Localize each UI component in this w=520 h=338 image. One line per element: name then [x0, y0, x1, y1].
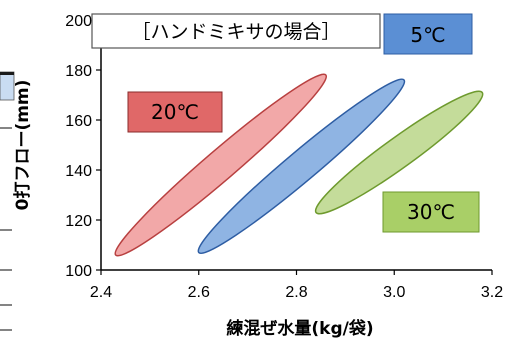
- x-tick-label: 2.8: [285, 284, 307, 301]
- y-tick-label: 160: [65, 113, 92, 130]
- series-label-20c-box: [127, 91, 223, 133]
- y-axis-label: 0打フロー(mm): [12, 80, 33, 211]
- x-tick-label: 3.0: [383, 284, 405, 301]
- cropped-left-remnant: [0, 71, 15, 331]
- title-frame: [91, 13, 381, 49]
- series-label-30c-box: [382, 191, 480, 233]
- series-ellipse-0: [114, 73, 328, 257]
- series-label-30c-text: 30℃: [407, 200, 455, 224]
- series-label-20c: 20℃: [127, 91, 223, 133]
- chart-title-box: ［ハンドミキサの場合］: [91, 13, 381, 49]
- series-ellipses: [114, 73, 484, 257]
- y-tick-label: 140: [65, 163, 92, 180]
- chart-title: ［ハンドミキサの場合］: [131, 21, 340, 43]
- series-label-30c: 30℃: [382, 191, 480, 233]
- y-ticks: 100 120 140 160 180 200: [65, 13, 101, 280]
- series-label-5c: 5℃: [383, 13, 473, 55]
- series-ellipse-1: [197, 78, 406, 255]
- series-ellipse-2: [314, 90, 484, 215]
- series-label-20c-text: 20℃: [151, 100, 199, 124]
- series-label-5c-box: [383, 13, 473, 55]
- x-tick-label: 2.4: [90, 284, 112, 301]
- cropped-legend-swatch: [0, 71, 15, 101]
- x-tick-label: 3.2: [481, 284, 503, 301]
- y-tick-label: 100: [65, 263, 92, 280]
- y-tick-label: 200: [65, 13, 92, 30]
- x-tick-label: 2.6: [188, 284, 210, 301]
- cropped-legend-edge: [0, 72, 14, 75]
- series-label-5c-text: 5℃: [410, 23, 445, 47]
- y-tick-label: 180: [65, 63, 92, 80]
- series-labels: 20℃ 5℃ 30℃: [127, 13, 480, 233]
- x-axis-label: 練混ぜ水量(kg/袋): [226, 318, 373, 338]
- x-ticks: 2.4 2.6 2.8 3.0 3.2: [90, 270, 503, 301]
- y-tick-label: 120: [65, 213, 92, 230]
